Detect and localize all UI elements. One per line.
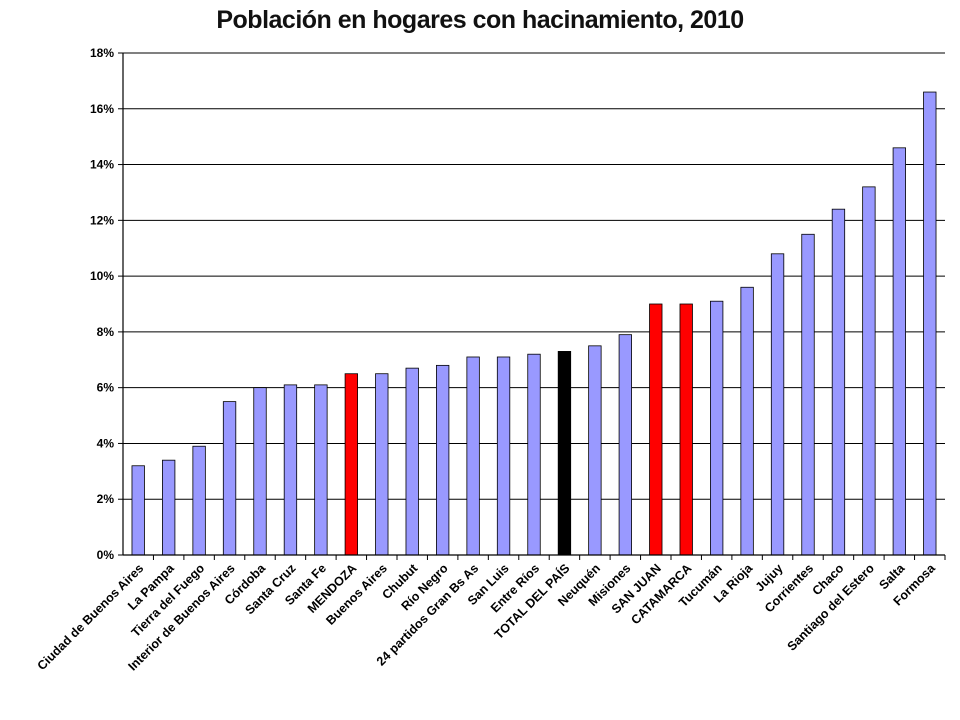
- y-tick-label: 2%: [97, 492, 115, 506]
- y-tick-label: 0%: [97, 548, 115, 562]
- bar: [192, 445, 206, 556]
- bar: [162, 459, 176, 556]
- bar: [557, 351, 572, 556]
- bar: [436, 364, 450, 556]
- y-tick-label: 18%: [90, 46, 114, 60]
- bar: [862, 186, 876, 556]
- chart-title: Población en hogares con hacinamiento, 2…: [216, 6, 744, 34]
- bar: [923, 91, 937, 556]
- axes: [118, 52, 946, 560]
- bar: [405, 367, 419, 556]
- bar: [740, 286, 754, 556]
- bar: [314, 384, 328, 556]
- category-label: Ciudad de Buenos Aires: [35, 561, 147, 673]
- bar: [375, 373, 389, 556]
- bar: [770, 253, 785, 556]
- bar: [831, 208, 846, 556]
- y-tick-label: 16%: [90, 102, 114, 116]
- bar: [801, 233, 815, 556]
- bar: [131, 465, 145, 556]
- bar: [710, 300, 724, 556]
- bar: [892, 147, 906, 556]
- bar: [253, 387, 267, 556]
- bar: [496, 356, 511, 556]
- y-tick-labels: 0% 2% 4% 6% 8% 10% 12% 14% 16% 18%: [90, 46, 114, 562]
- bars: [131, 91, 937, 556]
- bar: [679, 303, 693, 556]
- bar: [649, 303, 663, 556]
- bar: [466, 356, 480, 556]
- y-tick-label: 14%: [90, 158, 114, 172]
- bar: [222, 401, 237, 556]
- y-tick-label: 4%: [97, 436, 115, 450]
- y-tick-label: 12%: [90, 213, 114, 227]
- bar: [344, 373, 358, 556]
- bar: [527, 353, 541, 556]
- bar: [618, 334, 632, 556]
- y-tick-label: 10%: [90, 269, 114, 283]
- bar: [588, 345, 602, 556]
- y-tick-label: 6%: [97, 381, 115, 395]
- bar: [283, 384, 298, 556]
- y-tick-label: 8%: [97, 325, 115, 339]
